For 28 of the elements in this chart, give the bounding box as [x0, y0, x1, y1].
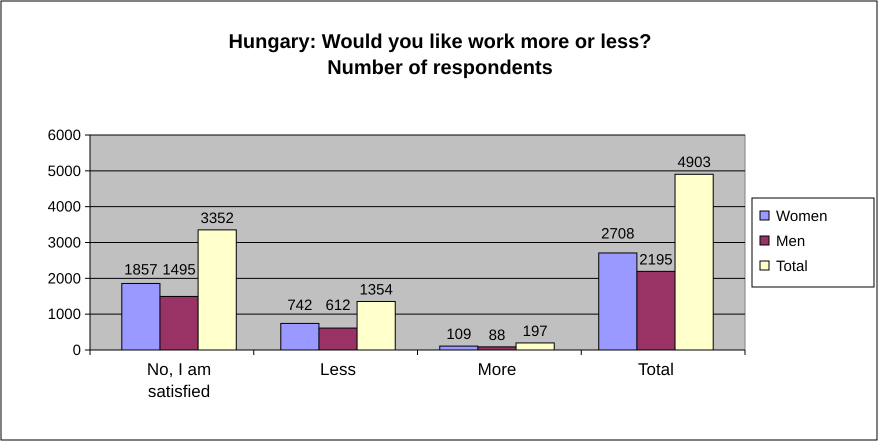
x-tick-label: No, I am satisfied: [146, 360, 212, 401]
y-tick-label: 4000: [48, 198, 81, 216]
y-tick-label: 0: [72, 342, 81, 359]
y-tick-label: 2000: [48, 270, 81, 288]
y-tick-label: 5000: [48, 162, 81, 180]
data-label: 1495: [162, 261, 196, 278]
data-label: 109: [446, 326, 472, 344]
chart-title: Hungary: Would you like work more or less?: [228, 31, 652, 53]
y-tick-label: 3000: [48, 234, 81, 252]
data-label: 2708: [601, 226, 635, 242]
data-label: 197: [522, 322, 548, 340]
x-tick-label: More: [478, 360, 516, 379]
legend-label: Total: [776, 258, 808, 275]
data-label: 3352: [200, 210, 234, 227]
data-label: 612: [325, 297, 351, 314]
data-label: 742: [287, 297, 312, 314]
y-tick-label: 1000: [48, 306, 81, 324]
legend-label: Women: [776, 208, 828, 225]
y-tick-label: 6000: [48, 127, 81, 144]
data-label: 88: [488, 326, 506, 344]
data-label: 4903: [677, 154, 711, 171]
data-label: 1857: [124, 261, 158, 278]
legend-label: Men: [776, 233, 806, 250]
x-tick-label: Total: [638, 360, 674, 379]
chart-subtitle: Number of respondents: [327, 57, 553, 79]
data-label: 2195: [639, 251, 673, 268]
data-label: 1354: [359, 281, 393, 298]
x-tick-label: Less: [320, 360, 356, 379]
